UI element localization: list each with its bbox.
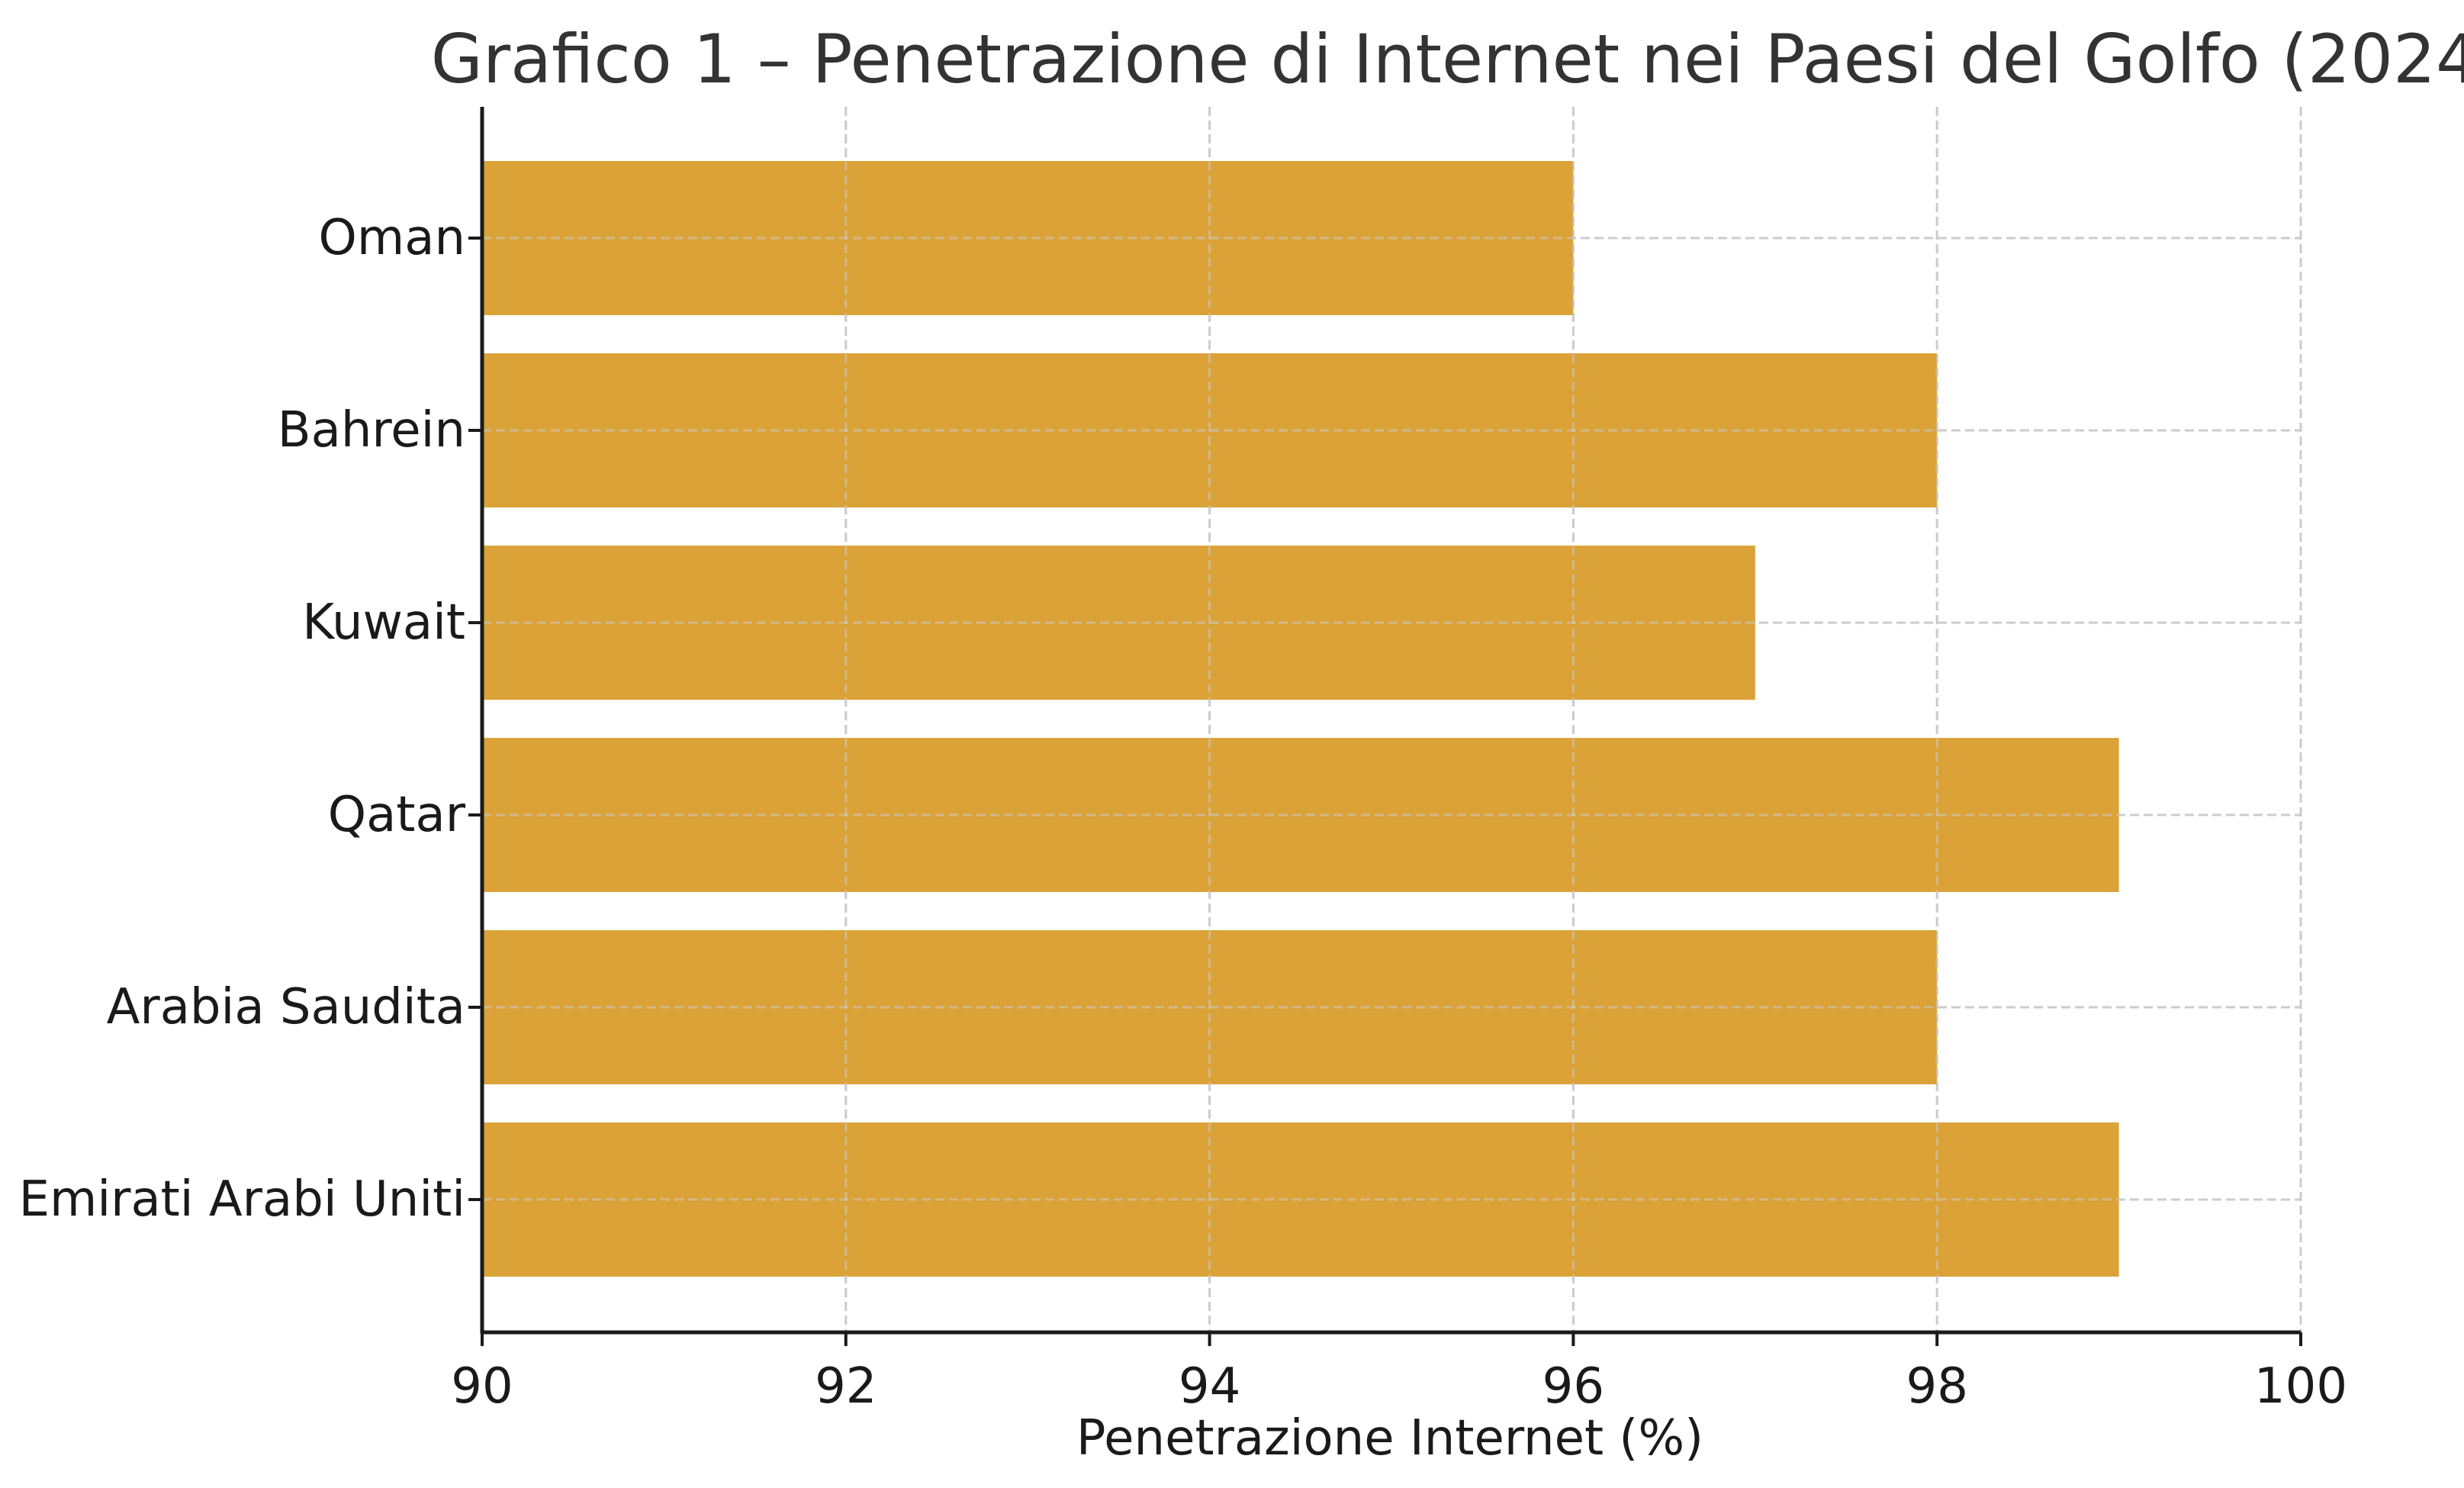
x-tick-label: 90 xyxy=(451,1358,513,1415)
x-tick-labels: 90 92 94 96 98 100 xyxy=(451,1358,2347,1415)
bars xyxy=(481,107,2302,1332)
y-tick-label: Emirati Arabi Uniti xyxy=(19,1171,465,1228)
y-tick-label: Oman xyxy=(319,210,466,266)
chart-title: Grafico 1 – Penetrazione di Internet nei… xyxy=(431,20,2464,98)
x-tick-label: 96 xyxy=(1542,1358,1604,1415)
y-tick-label: Arabia Saudita xyxy=(107,979,465,1035)
y-tick-label: Qatar xyxy=(328,787,466,843)
x-tick-label: 100 xyxy=(2254,1358,2347,1415)
x-axis-label: Penetrazione Internet (%) xyxy=(1076,1410,1703,1467)
x-tick-label: 98 xyxy=(1906,1358,1967,1415)
x-tick-label: 94 xyxy=(1179,1358,1240,1415)
y-tick-label: Bahrein xyxy=(278,402,465,459)
y-tick-label: Kuwait xyxy=(302,594,465,651)
axes xyxy=(468,107,2302,1346)
y-tick-labels: Emirati Arabi Uniti Arabia Saudita Qatar Ku… xyxy=(19,210,466,1228)
x-tick-label: 92 xyxy=(815,1358,877,1415)
